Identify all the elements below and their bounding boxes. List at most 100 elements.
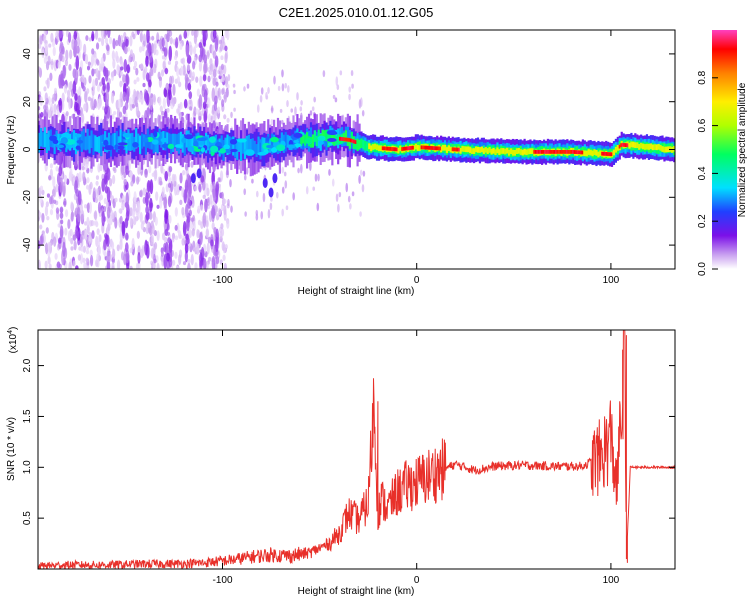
- heatmap-peak-cell: [581, 150, 584, 155]
- heatmap-noise-cell: [283, 171, 287, 177]
- heatmap-ridge-cell: [84, 136, 87, 151]
- heatmap-noise-cell: [94, 197, 99, 204]
- heatmap-noise-cell: [95, 180, 99, 186]
- heatmap-streak-cell: [145, 205, 149, 214]
- heatmap-streak-cell: [212, 50, 217, 59]
- heatmap-noise-cell: [97, 201, 102, 214]
- heatmap-noise-cell: [129, 35, 133, 47]
- heatmap-noise-cell: [84, 90, 88, 103]
- heatmap-streak-cell: [76, 206, 81, 223]
- heatmap-noise-cell: [312, 186, 316, 191]
- heatmap-ridge-cell: [138, 135, 142, 155]
- heatmap-streak-cell: [203, 62, 207, 75]
- heatmap-streak-cell: [106, 206, 111, 219]
- heatmap-streak-cell: [164, 241, 169, 256]
- heatmap-streak-cell: [104, 30, 109, 36]
- heatmap-ridge-cell: [119, 129, 122, 149]
- heatmap-noise-cell: [243, 174, 247, 181]
- snr-ytick-label: 1.0: [22, 460, 33, 474]
- heatmap-noise-cell: [128, 55, 132, 63]
- heatmap-noise-cell: [358, 98, 362, 109]
- heatmap-streak-cell: [199, 260, 203, 269]
- heatmap-ridge-cell: [137, 133, 140, 148]
- heatmap-streak-cell: [62, 181, 66, 198]
- heatmap-noise-cell: [198, 183, 202, 193]
- heatmap-streak-cell: [72, 234, 77, 241]
- heatmap-ridge-cell: [300, 134, 303, 147]
- heatmap-streak-cell: [185, 204, 189, 218]
- heatmap-ridge-cell: [597, 151, 600, 158]
- heatmap-streak-cell: [106, 44, 110, 51]
- heatmap-ridge-cell: [416, 145, 419, 151]
- heatmap-streak-cell: [124, 45, 128, 55]
- heatmap-streak-cell: [74, 179, 78, 194]
- heatmap-noise-cell: [362, 170, 366, 177]
- heatmap-ridge-cell: [636, 142, 639, 149]
- heatmap-streak-cell: [146, 192, 151, 199]
- heatmap-noise-cell: [361, 110, 365, 117]
- heatmap-streak-cell: [101, 210, 106, 227]
- heatmap-noise-cell: [159, 38, 163, 50]
- heatmap-peak-cell: [439, 146, 442, 151]
- heatmap-noise-cell: [191, 227, 195, 237]
- heatmap-noise-cell: [82, 171, 86, 183]
- heatmap-noise-cell: [69, 228, 73, 237]
- heatmap-noise-cell: [281, 208, 284, 217]
- heatmap-streak-cell: [145, 72, 150, 82]
- heatmap-streak-cell: [147, 179, 151, 193]
- heatmap-ridge-blob: [200, 147, 205, 153]
- heatmap-peak-cell: [562, 149, 565, 154]
- heatmap-streak-cell: [122, 91, 127, 102]
- heatmap-noise-cell: [270, 196, 273, 202]
- heatmap-ridge-cell: [247, 134, 250, 154]
- heatmap-ridge-cell: [271, 133, 274, 155]
- heatmap-peak-cell: [610, 152, 613, 157]
- heatmap-noise-cell: [297, 167, 300, 174]
- heatmap-noise-cell: [39, 185, 44, 192]
- heatmap-ridge-cell: [344, 130, 348, 143]
- heatmap-noise-cell: [119, 215, 123, 225]
- heatmap-ridge-cell: [43, 127, 47, 148]
- heatmap-ridge-cell: [267, 133, 270, 152]
- heatmap-noise-cell: [107, 223, 111, 231]
- spectrogram-xtick-label: 100: [603, 275, 620, 286]
- heatmap-ridge-cell: [47, 130, 50, 151]
- heatmap-noise-cell: [139, 31, 143, 43]
- heatmap-streak-cell: [106, 167, 111, 181]
- heatmap-noise-cell: [226, 219, 230, 229]
- heatmap-streak-cell: [203, 89, 208, 104]
- heatmap-streak-cell: [125, 73, 129, 82]
- heatmap-ridge-cell: [302, 135, 305, 144]
- heatmap-noise-cell: [111, 50, 115, 61]
- heatmap-noise-cell: [220, 55, 224, 61]
- heatmap-ridge-blob: [210, 145, 219, 153]
- heatmap-ridge-blob: [193, 140, 199, 148]
- heatmap-ridge-blob: [190, 173, 196, 184]
- heatmap-noise-cell: [348, 86, 352, 93]
- heatmap-ridge-cell: [57, 133, 60, 151]
- heatmap-peak-cell: [407, 146, 410, 151]
- heatmap-ridge-cell: [463, 146, 466, 152]
- heatmap-noise-cell: [88, 75, 92, 84]
- heatmap-noise-cell: [95, 42, 100, 50]
- heatmap-peak-cell: [567, 149, 570, 154]
- heatmap-noise-cell: [53, 199, 57, 204]
- heatmap-noise-cell: [93, 98, 97, 109]
- heatmap-ridge-cell: [286, 134, 289, 148]
- heatmap-ridge-cell: [587, 149, 590, 155]
- heatmap-noise-cell: [88, 201, 93, 214]
- heatmap-ridge-cell: [478, 147, 482, 153]
- heatmap-ridge-cell: [317, 129, 320, 141]
- heatmap-noise-cell: [138, 46, 143, 53]
- heatmap-streak-cell: [167, 237, 171, 244]
- heatmap-noise-cell: [217, 87, 221, 98]
- heatmap-ridge-cell: [661, 146, 664, 152]
- heatmap-streak-cell: [106, 234, 110, 247]
- heatmap-noise-cell: [39, 35, 43, 45]
- heatmap-noise-cell: [67, 32, 72, 43]
- heatmap-ridge-cell: [82, 128, 85, 150]
- heatmap-ridge-cell: [494, 149, 497, 156]
- heatmap-streak-cell: [147, 44, 152, 54]
- heatmap-noise-cell: [167, 60, 172, 65]
- heatmap-ridge-cell: [465, 146, 468, 153]
